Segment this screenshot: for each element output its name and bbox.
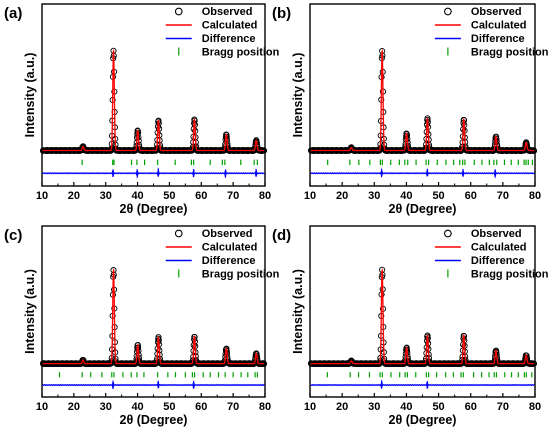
y-axis-title: Intensity (a.u.) <box>23 53 37 138</box>
calculated-line <box>42 268 265 365</box>
x-tick-label: 30 <box>368 190 380 202</box>
legend-entry: Observed <box>471 228 522 240</box>
legend-entry: Observed <box>202 6 253 18</box>
legend-entry: Observed <box>471 6 522 18</box>
calculated-line <box>310 48 535 152</box>
legend-entry: Difference <box>202 33 256 45</box>
chart-panel-c: 10 20 30 40 50 60 70 80 2θ (Degree) Intensity (a.… <box>4 225 280 427</box>
x-tick-label: 20 <box>68 401 80 413</box>
x-tick-label: 70 <box>227 190 239 202</box>
legend-entry: Difference <box>202 255 256 267</box>
legend-entry: Calculated <box>471 242 527 254</box>
x-tick-label: 50 <box>163 190 175 202</box>
bragg-positions <box>326 372 533 378</box>
x-tick-label: 20 <box>68 190 80 202</box>
x-tick-label: 10 <box>36 401 48 413</box>
chart-panel-b: 10 20 30 40 50 60 70 80 2θ (Degree) Intensity (a.… <box>272 3 549 216</box>
chart-panel-d: 10 20 30 40 50 60 70 80 2θ (Degree) Intensity (a.… <box>272 225 549 427</box>
y-axis-title: Intensity (a.u.) <box>291 53 305 138</box>
legend-entry: Difference <box>471 33 525 45</box>
x-tick-label: 70 <box>497 401 509 413</box>
panel-label: (c) <box>4 227 22 244</box>
bragg-positions <box>58 372 258 378</box>
y-axis-title: Intensity (a.u.) <box>23 269 37 354</box>
x-tick-label: 40 <box>400 401 412 413</box>
panel-label: (a) <box>4 5 22 22</box>
x-tick-label: 10 <box>36 190 48 202</box>
x-tick-label: 20 <box>336 401 348 413</box>
legend-entry: Bragg position <box>202 47 280 59</box>
x-tick-label: 80 <box>259 401 271 413</box>
difference-line <box>310 167 535 179</box>
x-tick-label: 80 <box>529 401 541 413</box>
x-tick-label: 40 <box>400 190 412 202</box>
legend-entry: Calculated <box>202 20 258 32</box>
calculated-line <box>310 268 535 365</box>
x-tick-label: 80 <box>529 190 541 202</box>
x-tick-label: 20 <box>336 190 348 202</box>
panel-label: (d) <box>272 227 291 244</box>
x-tick-label: 50 <box>163 401 175 413</box>
legend-entry: Observed <box>202 228 253 240</box>
x-axis-title: 2θ (Degree) <box>120 202 188 216</box>
x-axis-title: 2θ (Degree) <box>389 413 457 427</box>
y-axis-title: Intensity (a.u.) <box>291 269 305 354</box>
legend-marker-observed <box>174 229 183 238</box>
x-tick-label: 30 <box>368 401 380 413</box>
bragg-positions <box>81 159 258 166</box>
difference-line <box>42 167 265 179</box>
x-tick-label: 80 <box>259 190 271 202</box>
x-tick-label: 70 <box>227 401 239 413</box>
observed-series <box>39 47 268 154</box>
legend-entry: Calculated <box>202 242 258 254</box>
x-tick-label: 60 <box>195 190 207 202</box>
calculated-line <box>42 48 265 152</box>
x-axis-ticks: 10 20 30 40 50 60 70 80 <box>304 393 541 413</box>
legend-entry: Bragg position <box>471 47 549 59</box>
difference-line <box>42 380 265 390</box>
x-tick-label: 50 <box>432 190 444 202</box>
x-tick-label: 50 <box>432 401 444 413</box>
x-axis-title: 2θ (Degree) <box>389 202 457 216</box>
x-axis-ticks: 10 20 30 40 50 60 70 80 <box>304 182 541 202</box>
panel-label: (b) <box>272 5 291 22</box>
x-tick-label: 60 <box>465 401 477 413</box>
legend-entry: Difference <box>471 255 525 267</box>
legend-entry: Bragg position <box>202 269 280 281</box>
x-axis-ticks: 10 20 30 40 50 60 70 80 <box>36 182 271 202</box>
x-tick-label: 30 <box>100 401 112 413</box>
x-axis-title: 2θ (Degree) <box>120 413 188 427</box>
legend-marker-observed <box>174 7 183 16</box>
x-tick-label: 70 <box>497 190 509 202</box>
x-tick-label: 30 <box>100 190 112 202</box>
legend-entry: Calculated <box>471 20 527 32</box>
chart-panel-a: 10 20 30 40 50 60 70 80 2θ (Degree) Intensity (a.… <box>4 3 280 216</box>
x-tick-label: 60 <box>465 190 477 202</box>
observed-series <box>307 47 538 154</box>
x-tick-label: 10 <box>304 401 316 413</box>
legend-marker-observed <box>444 229 452 238</box>
observed-series <box>39 267 268 368</box>
x-axis-ticks: 10 20 30 40 50 60 70 80 <box>36 393 271 413</box>
legend-entry: Bragg position <box>471 269 549 281</box>
observed-series <box>307 266 538 368</box>
x-tick-label: 10 <box>304 190 316 202</box>
legend-marker-observed <box>444 7 452 16</box>
x-tick-label: 40 <box>131 190 143 202</box>
x-tick-label: 40 <box>131 401 143 413</box>
x-tick-label: 60 <box>195 401 207 413</box>
bragg-positions <box>327 159 534 166</box>
difference-line <box>310 379 535 389</box>
